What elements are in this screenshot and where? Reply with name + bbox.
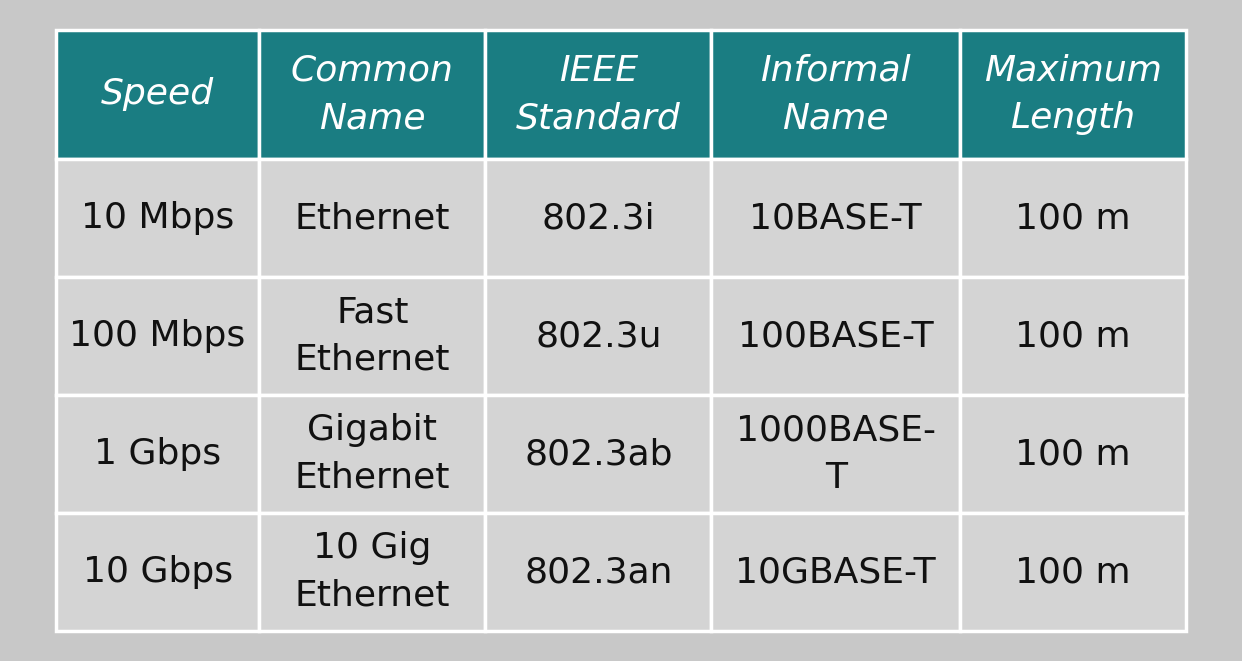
FancyBboxPatch shape bbox=[960, 30, 1186, 159]
Text: Speed: Speed bbox=[101, 77, 214, 112]
Text: 100 m: 100 m bbox=[1015, 437, 1131, 471]
Text: 802.3an: 802.3an bbox=[524, 555, 673, 589]
FancyBboxPatch shape bbox=[486, 277, 712, 395]
Text: 802.3u: 802.3u bbox=[535, 319, 662, 353]
FancyBboxPatch shape bbox=[960, 513, 1186, 631]
Text: 10 Mbps: 10 Mbps bbox=[81, 201, 235, 235]
Text: Gigabit
Ethernet: Gigabit Ethernet bbox=[294, 413, 450, 495]
FancyBboxPatch shape bbox=[260, 30, 486, 159]
FancyBboxPatch shape bbox=[486, 513, 712, 631]
Text: 802.3i: 802.3i bbox=[542, 201, 656, 235]
Text: 10BASE-T: 10BASE-T bbox=[749, 201, 922, 235]
FancyBboxPatch shape bbox=[712, 159, 960, 277]
FancyBboxPatch shape bbox=[712, 277, 960, 395]
Text: Informal
Name: Informal Name bbox=[760, 54, 912, 135]
FancyBboxPatch shape bbox=[486, 159, 712, 277]
FancyBboxPatch shape bbox=[712, 513, 960, 631]
Text: 100BASE-T: 100BASE-T bbox=[738, 319, 934, 353]
Text: Ethernet: Ethernet bbox=[294, 201, 450, 235]
FancyBboxPatch shape bbox=[56, 30, 260, 159]
FancyBboxPatch shape bbox=[260, 513, 486, 631]
FancyBboxPatch shape bbox=[260, 395, 486, 513]
Text: IEEE
Standard: IEEE Standard bbox=[515, 54, 681, 135]
Text: 802.3ab: 802.3ab bbox=[524, 437, 673, 471]
Text: Maximum
Length: Maximum Length bbox=[984, 54, 1163, 135]
FancyBboxPatch shape bbox=[960, 277, 1186, 395]
FancyBboxPatch shape bbox=[56, 277, 260, 395]
FancyBboxPatch shape bbox=[260, 277, 486, 395]
FancyBboxPatch shape bbox=[56, 395, 260, 513]
Text: 100 m: 100 m bbox=[1015, 319, 1131, 353]
FancyBboxPatch shape bbox=[56, 513, 260, 631]
FancyBboxPatch shape bbox=[712, 395, 960, 513]
FancyBboxPatch shape bbox=[960, 159, 1186, 277]
Text: Common
Name: Common Name bbox=[291, 54, 453, 135]
FancyBboxPatch shape bbox=[712, 30, 960, 159]
Text: 100 Mbps: 100 Mbps bbox=[70, 319, 246, 353]
FancyBboxPatch shape bbox=[486, 30, 712, 159]
Text: 10 Gbps: 10 Gbps bbox=[82, 555, 232, 589]
Text: 1000BASE-
T: 1000BASE- T bbox=[735, 413, 935, 495]
Text: 100 m: 100 m bbox=[1015, 555, 1131, 589]
Text: 10 Gig
Ethernet: 10 Gig Ethernet bbox=[294, 531, 450, 613]
Text: 100 m: 100 m bbox=[1015, 201, 1131, 235]
Text: 10GBASE-T: 10GBASE-T bbox=[735, 555, 936, 589]
FancyBboxPatch shape bbox=[486, 395, 712, 513]
FancyBboxPatch shape bbox=[56, 159, 260, 277]
FancyBboxPatch shape bbox=[960, 395, 1186, 513]
FancyBboxPatch shape bbox=[260, 159, 486, 277]
Text: Fast
Ethernet: Fast Ethernet bbox=[294, 295, 450, 377]
Text: 1 Gbps: 1 Gbps bbox=[94, 437, 221, 471]
